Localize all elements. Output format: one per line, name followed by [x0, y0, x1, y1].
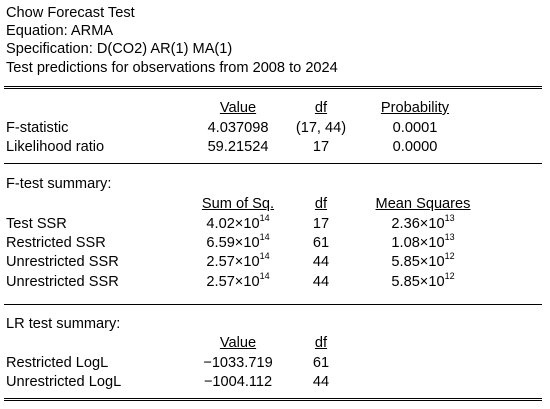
- row-value: 4.037098: [207, 120, 269, 136]
- mean-sq-cell: 1.08×1013: [391, 232, 455, 251]
- row-label: Test SSR: [6, 216, 67, 232]
- row-label: Unrestricted SSR: [6, 254, 119, 270]
- col-df-header: df: [314, 335, 328, 351]
- row-label: Restricted SSR: [6, 235, 106, 251]
- col-probability-header: Probability: [380, 100, 450, 116]
- row-label: Likelihood ratio: [6, 139, 105, 155]
- row-prob: 0.0001: [392, 120, 438, 136]
- top-double-rule: [4, 86, 542, 89]
- section-rule: [4, 163, 542, 164]
- col-value-header: Value: [219, 100, 257, 116]
- sum-sq-cell: 4.02×1014: [206, 213, 270, 232]
- sum-sq-cell: 6.59×1014: [206, 232, 270, 251]
- row-value: −1033.719: [203, 355, 273, 371]
- report-title: Chow Forecast Test: [6, 5, 135, 21]
- row-value: −1004.112: [203, 374, 273, 390]
- lr-summary-title: LR test summary:: [6, 316, 121, 332]
- specification-line: Specification: D(CO2) AR(1) MA(1): [6, 41, 233, 57]
- sum-sq-cell: 2.57×1014: [206, 271, 270, 290]
- sum-sq-cell: 2.57×1014: [206, 251, 270, 270]
- test-range-line: Test predictions for observations from 2…: [6, 60, 338, 76]
- col-df-header: df: [314, 100, 328, 116]
- df-cell: 61: [312, 235, 330, 251]
- mean-sq-cell: 5.85×1012: [391, 251, 455, 270]
- row-label: Unrestricted LogL: [6, 374, 122, 390]
- row-df: (17, 44): [295, 120, 347, 136]
- section-rule: [4, 304, 542, 305]
- row-value: 59.21524: [207, 139, 269, 155]
- df-cell: 44: [312, 254, 330, 270]
- col-value-header: Value: [219, 335, 257, 351]
- df-cell: 44: [312, 274, 330, 290]
- f-summary-title: F-test summary:: [6, 176, 112, 192]
- mean-sq-cell: 2.36×1013: [391, 213, 455, 232]
- row-label: Restricted LogL: [6, 355, 109, 371]
- col-df-header: df: [314, 196, 328, 212]
- row-label: Unrestricted SSR: [6, 274, 119, 290]
- row-df: 44: [312, 374, 330, 390]
- mean-sq-cell: 5.85×1012: [391, 271, 455, 290]
- equation-line: Equation: ARMA: [6, 23, 114, 39]
- row-label: F-statistic: [6, 120, 69, 136]
- df-cell: 17: [312, 216, 330, 232]
- col-mean-squares-header: Mean Squares: [375, 196, 471, 212]
- row-df: 17: [312, 139, 330, 155]
- row-df: 61: [312, 355, 330, 371]
- row-prob: 0.0000: [392, 139, 438, 155]
- bottom-double-rule: [4, 398, 542, 401]
- col-sum-sq-header: Sum of Sq.: [201, 196, 275, 212]
